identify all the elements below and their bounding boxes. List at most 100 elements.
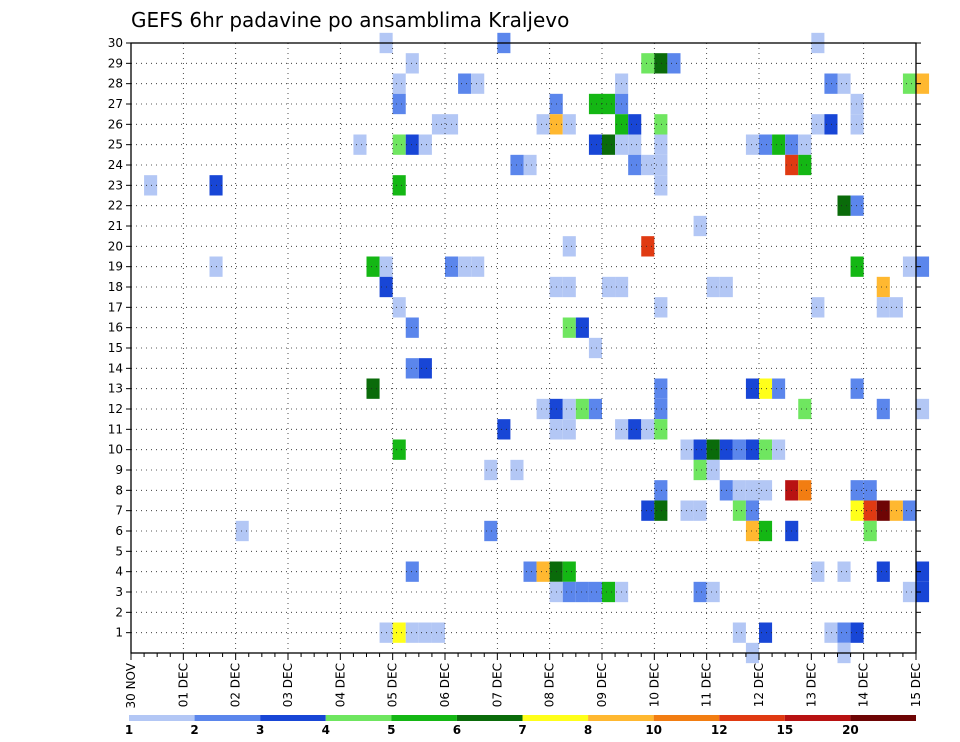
- heatmap-cell: [353, 134, 367, 155]
- x-tick-label: 30 NOV: [124, 662, 138, 708]
- heatmap-cell: [732, 439, 746, 460]
- y-tick-label: 1: [115, 626, 123, 640]
- x-tick-label: 07 DEC: [490, 663, 504, 707]
- heatmap-cell: [654, 154, 668, 176]
- heatmap-cell: [392, 134, 406, 155]
- y-tick-label: 15: [108, 341, 123, 355]
- x-tick-label: 01 DEC: [176, 663, 190, 707]
- heatmap-cell: [798, 154, 812, 176]
- heatmap-cell: [641, 500, 655, 521]
- heatmap-cell: [575, 581, 589, 603]
- heatmap-cell: [602, 581, 616, 603]
- heatmap-cell: [536, 561, 550, 582]
- legend-label: 3: [256, 723, 264, 737]
- legend-swatch: [391, 715, 457, 721]
- heatmap-cell: [693, 439, 707, 460]
- heatmap-cell: [562, 398, 576, 420]
- legend-swatch: [194, 715, 261, 721]
- heatmap-cell: [471, 73, 485, 94]
- heatmap-cell: [745, 480, 759, 501]
- y-tick-label: 5: [115, 544, 123, 558]
- x-axis-labels: 30 NOV 01 DEC 02 DEC 03 DEC 04 DEC 05 DEC 06 D…: [124, 662, 923, 708]
- heatmap-cell: [392, 73, 406, 94]
- legend-label: 12: [711, 723, 728, 737]
- heatmap-cell: [654, 378, 668, 399]
- heatmap-cell: [732, 500, 746, 521]
- heatmap-cell: [392, 439, 406, 460]
- heatmap-cell: [850, 93, 864, 115]
- heatmap-cell: [405, 561, 419, 582]
- y-tick-label: 4: [115, 565, 123, 579]
- heatmap-cell: [562, 419, 576, 440]
- heatmap-cell: [916, 561, 930, 582]
- heatmap-cell: [588, 337, 602, 359]
- heatmap-cell: [680, 500, 694, 521]
- heatmap-cell: [588, 134, 602, 155]
- heatmap-cell: [759, 134, 773, 155]
- heatmap-cell: [706, 581, 720, 603]
- heatmap-cell: [366, 378, 380, 399]
- x-tick-label: 06 DEC: [438, 663, 452, 707]
- legend-label: 7: [518, 723, 526, 737]
- heatmap-cell: [667, 53, 681, 74]
- heatmap-cell: [798, 134, 812, 155]
- heatmap-cell: [811, 561, 825, 582]
- heatmap-cell: [588, 398, 602, 420]
- x-tick-label: 04 DEC: [333, 663, 347, 707]
- heatmap-cell: [876, 276, 890, 298]
- heatmap-cell: [654, 419, 668, 440]
- y-tick-label: 28: [108, 77, 123, 91]
- heatmap-cell: [602, 276, 616, 298]
- heatmap-cell: [759, 520, 773, 542]
- heatmap-cell: [562, 114, 576, 135]
- x-tick-label: 10 DEC: [647, 663, 661, 707]
- heatmap-cell: [536, 114, 550, 135]
- legend-label: 6: [453, 723, 461, 737]
- y-tick-label: 24: [108, 158, 123, 172]
- y-tick-label: 19: [108, 260, 123, 274]
- legend-label: 20: [842, 723, 859, 737]
- legend-swatch: [325, 715, 392, 721]
- heatmap-cell: [850, 114, 864, 135]
- heatmap-cell: [628, 154, 642, 176]
- y-tick-label: 22: [108, 199, 123, 213]
- chart-title: GEFS 6hr padavine po ansamblima Kraljevo: [131, 8, 569, 32]
- x-tick-label: 14 DEC: [857, 663, 871, 707]
- heatmap-cell: [628, 419, 642, 440]
- y-tick-label: 8: [115, 483, 123, 497]
- heatmap-cell: [654, 297, 668, 318]
- heatmap-cell: [732, 622, 746, 643]
- heatmap-cell: [850, 480, 864, 501]
- heatmap-cell: [405, 358, 419, 379]
- grid-lines: [131, 42, 916, 653]
- heatmap-cell: [392, 622, 406, 643]
- heatmap-cell: [641, 236, 655, 257]
- heatmap-cell: [732, 480, 746, 501]
- heatmap-cell: [405, 622, 419, 643]
- legend-label: 5: [387, 723, 395, 737]
- y-tick-label: 27: [108, 97, 123, 111]
- heatmap-cell: [484, 459, 498, 481]
- heatmap-cell: [484, 520, 498, 542]
- heatmap-cell: [458, 256, 472, 277]
- heatmap-cell: [902, 581, 916, 603]
- heatmap-cell: [654, 114, 668, 135]
- heatmap-cell: [824, 114, 838, 135]
- x-tick-label: 03 DEC: [281, 663, 295, 707]
- heatmap-cell: [772, 439, 786, 460]
- heatmap-cell: [458, 73, 472, 94]
- heatmap-cell: [418, 134, 432, 155]
- heatmap-cell: [654, 480, 668, 501]
- legend-label: 10: [645, 723, 662, 737]
- heatmap-cell: [405, 317, 419, 338]
- heatmap-cell: [523, 561, 537, 582]
- heatmap-cell: [824, 73, 838, 94]
- heatmap-cell: [588, 581, 602, 603]
- heatmap-cell: [562, 276, 576, 298]
- heatmap-cell: [405, 53, 419, 74]
- heatmap-cell: [392, 297, 406, 318]
- heatmap-cell: [471, 256, 485, 277]
- heatmap-cell: [575, 317, 589, 338]
- y-tick-label: 17: [108, 300, 123, 314]
